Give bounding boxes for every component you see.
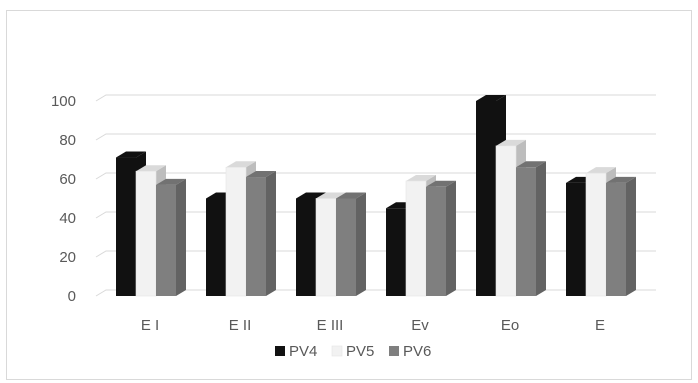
x-tick-label: E III [317,317,344,334]
x-tick-label: Eo [501,317,519,334]
y-tick-label: 0 [68,288,76,305]
gridline [95,94,656,102]
x-axis-tick-labels: E I E II E III Ev Eo E [141,317,605,334]
legend-swatch [389,346,399,356]
x-tick-label: E [595,317,605,334]
legend-swatch [275,346,285,356]
legend-item-pv4: PV4 [275,343,317,360]
x-tick-label: Ev [411,317,429,334]
bar-pv6-4 [516,161,546,296]
legend-label: PV5 [346,343,374,360]
gridline [95,211,656,219]
bar-pv6-1 [246,171,276,296]
legend-item-pv5: PV5 [331,343,374,360]
bar-pv6-0 [156,178,186,296]
legend-label: PV6 [403,343,431,360]
bar-pv6-5 [606,176,636,296]
bar-pv6-3 [426,180,456,296]
gridline [95,250,656,258]
gridline [95,172,656,180]
y-tick-label: 100 [51,93,76,110]
bar-pv6-2 [336,192,366,296]
y-axis-tick-labels: 0 20 40 60 80 100 [51,93,76,305]
gridline [95,133,656,141]
y-tick-label: 80 [59,132,76,149]
bars [116,95,636,297]
legend-item-pv6: PV6 [389,343,431,360]
y-tick-label: 40 [59,210,76,227]
x-tick-label: E II [229,317,252,334]
gridlines [95,94,656,297]
legend: PV4 PV5 PV6 [275,343,431,360]
y-tick-label: 20 [59,249,76,266]
legend-swatch [331,345,343,357]
x-tick-label: E I [141,317,159,334]
gridline [95,289,656,297]
legend-label: PV4 [289,343,317,360]
y-tick-label: 60 [59,171,76,188]
